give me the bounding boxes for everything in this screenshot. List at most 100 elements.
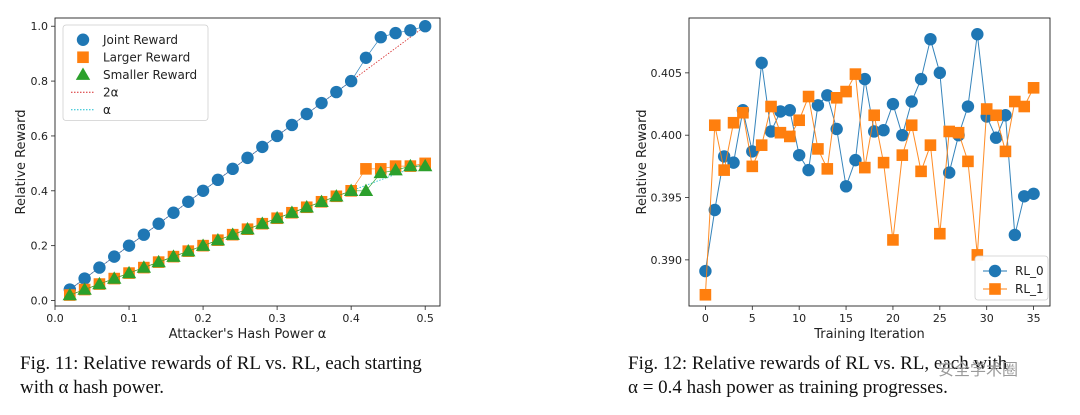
data-point-circle <box>359 51 373 64</box>
data-point-square <box>849 68 862 80</box>
data-point-circle <box>811 99 825 112</box>
data-point-square <box>1009 95 1021 108</box>
legend-label: Larger Reward <box>103 50 190 64</box>
data-point-square <box>1027 82 1040 94</box>
data-point-square <box>934 227 946 240</box>
x-tick-label: 0.2 <box>194 312 212 325</box>
data-point-square <box>980 103 993 115</box>
data-point-triangle <box>417 158 433 172</box>
data-point-triangle <box>195 238 211 251</box>
data-point-circle <box>971 28 984 41</box>
data-point-circle <box>783 104 796 117</box>
y-tick-label: 0.2 <box>31 240 49 253</box>
x-tick-label: 0 <box>702 312 709 325</box>
y-axis-label: Relative Reward <box>14 110 29 215</box>
y-tick-label: 1.0 <box>31 20 49 33</box>
data-point-square <box>718 164 730 176</box>
chart-training-iteration: 0 5 10 15 20 25 30 35 0.390 0.395 0.400 0.405 Traini… <box>635 17 1051 342</box>
series-line-0 <box>704 34 1034 272</box>
figure-11-caption-line-2: with α hash power. <box>20 377 164 398</box>
legend-marker-square <box>77 51 89 64</box>
y-tick-label: 0.405 <box>651 67 683 80</box>
data-point-circle <box>182 195 195 208</box>
data-point-circle <box>1027 187 1040 200</box>
data-point-square <box>793 114 805 127</box>
data-point-square <box>765 100 777 113</box>
data-point-square <box>746 160 759 173</box>
watermark-text: 安全学术圈 <box>938 360 1019 379</box>
data-point-circle <box>905 95 918 108</box>
figure-12-caption-line-1: Fig. 12: Relative rewards of RL vs. RL, … <box>628 353 1008 374</box>
figure-12-caption: Fig. 12: Relative rewards of RL vs. RL, … <box>628 352 1007 400</box>
y-tick-label: 0.4 <box>31 185 49 198</box>
data-point-square <box>962 155 974 168</box>
data-point-square <box>952 126 965 139</box>
data-point-circle <box>137 228 151 241</box>
data-point-square <box>708 119 721 132</box>
legend-box <box>62 24 209 121</box>
data-point-square <box>859 161 871 174</box>
figure-11-caption-line-1: Fig. 11: Relative rewards of RL vs. RL, … <box>20 353 422 374</box>
x-tick-label: 0.5 <box>416 312 434 325</box>
data-point-circle <box>989 131 1003 144</box>
data-point-triangle <box>358 183 374 196</box>
data-point-square <box>727 116 740 129</box>
chart-hash-power: 0.0 0.1 0.2 0.3 0.4 0.5 0.0 0.2 0.4 0.6 0.8 1.0 Atta… <box>14 17 441 342</box>
data-point-circle <box>924 32 937 46</box>
figure-11-caption: Fig. 11: Relative rewards of RL vs. RL, … <box>20 352 422 400</box>
data-point-circle <box>241 151 254 165</box>
data-point-square <box>783 130 796 143</box>
data-point-square <box>924 139 937 151</box>
data-point-circle <box>774 105 787 118</box>
data-point-circle <box>764 125 778 138</box>
data-point-triangle <box>121 265 137 279</box>
data-point-triangle <box>136 260 152 273</box>
data-point-circle <box>914 72 928 86</box>
plot-frame <box>688 17 1051 307</box>
data-point-circle <box>315 96 328 110</box>
legend-label: Joint Reward <box>102 33 178 47</box>
data-point-circle <box>708 203 721 217</box>
data-point-square <box>868 109 880 122</box>
data-point-triangle <box>77 282 92 295</box>
data-point-square <box>990 109 1002 122</box>
y-tick-label: 0.8 <box>31 75 49 88</box>
data-point-triangle <box>255 216 270 229</box>
data-point-square <box>905 119 918 132</box>
data-point-square <box>774 126 787 139</box>
data-point-circle <box>108 250 121 263</box>
x-tick-label: 0.1 <box>120 312 138 325</box>
data-point-circle <box>858 72 872 86</box>
x-tick-label: 10 <box>792 312 806 325</box>
data-point-square <box>896 149 909 161</box>
plot-frame <box>54 17 441 307</box>
x-tick-label: 5 <box>749 312 756 325</box>
data-point-circle <box>886 97 900 111</box>
x-tick-label: 25 <box>933 312 947 325</box>
data-point-circle <box>802 163 815 177</box>
legend-label: RL_1 <box>1015 282 1044 296</box>
y-tick-label: 0.395 <box>651 192 683 205</box>
data-point-triangle <box>181 243 196 257</box>
y-tick-label: 0.6 <box>31 130 49 143</box>
x-tick-label: 0.0 <box>46 312 64 325</box>
data-point-circle <box>896 128 909 142</box>
legend-label: Smaller Reward <box>103 68 197 82</box>
x-tick-label: 0.3 <box>268 312 286 325</box>
y-tick-label: 0.390 <box>651 254 683 267</box>
legend-label: α <box>103 103 111 117</box>
data-point-circle <box>755 56 768 70</box>
x-tick-label: 0.4 <box>342 312 360 325</box>
data-point-circle <box>167 206 180 219</box>
data-point-circle <box>196 184 210 197</box>
watermark: 安全学术圈 <box>938 356 1018 380</box>
data-point-square <box>360 163 372 175</box>
data-point-square <box>1018 100 1031 113</box>
data-point-triangle <box>403 158 418 172</box>
figure-12-caption-line-2: α = 0.4 hash power as training progresse… <box>628 377 948 398</box>
x-tick-label: 30 <box>980 312 994 325</box>
x-tick-label: 15 <box>839 312 853 325</box>
data-point-circle <box>849 153 862 167</box>
data-point-circle <box>418 20 432 33</box>
